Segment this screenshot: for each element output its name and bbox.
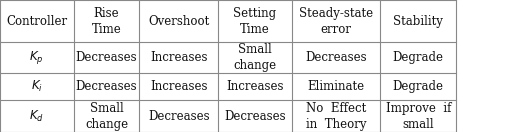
Text: No  Effect
in  Theory: No Effect in Theory — [306, 102, 366, 131]
Text: Degrade: Degrade — [393, 51, 444, 64]
Text: Stability: Stability — [393, 15, 443, 28]
Text: Rise
Time: Rise Time — [92, 7, 121, 36]
Text: Decreases: Decreases — [148, 110, 209, 123]
Text: Increases: Increases — [150, 80, 207, 93]
Text: Decreases: Decreases — [305, 51, 367, 64]
Text: Small
change: Small change — [85, 102, 128, 131]
Text: Controller: Controller — [6, 15, 67, 28]
Text: Degrade: Degrade — [393, 80, 444, 93]
Text: Eliminate: Eliminate — [307, 80, 365, 93]
Text: Decreases: Decreases — [76, 80, 137, 93]
Text: Improve  if
small: Improve if small — [386, 102, 451, 131]
Text: Small
change: Small change — [233, 43, 276, 72]
Text: Increases: Increases — [226, 80, 283, 93]
Text: Decreases: Decreases — [224, 110, 285, 123]
Text: Overshoot: Overshoot — [148, 15, 209, 28]
Text: $K_i$: $K_i$ — [31, 79, 43, 94]
Text: Decreases: Decreases — [76, 51, 137, 64]
Text: Setting
Time: Setting Time — [233, 7, 276, 36]
Text: $K_p$: $K_p$ — [29, 49, 44, 66]
Text: $K_d$: $K_d$ — [29, 109, 44, 124]
Text: Steady-state
error: Steady-state error — [299, 7, 373, 36]
Text: Increases: Increases — [150, 51, 207, 64]
